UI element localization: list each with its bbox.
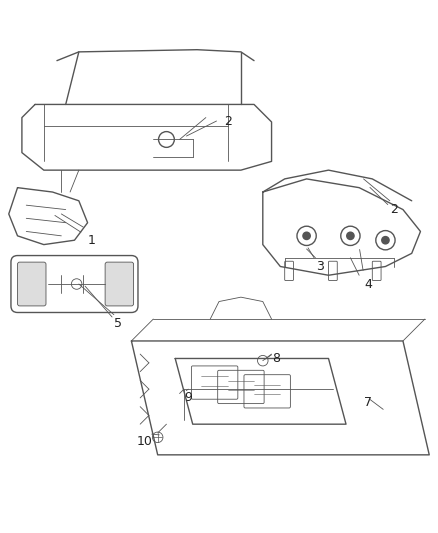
Text: 3: 3 [316, 260, 324, 273]
Text: 10: 10 [137, 435, 152, 448]
Text: 2: 2 [390, 203, 398, 216]
Text: 7: 7 [364, 396, 372, 409]
Circle shape [346, 231, 355, 240]
Text: 2: 2 [224, 116, 232, 128]
Text: 1: 1 [88, 233, 96, 247]
Text: 4: 4 [364, 278, 372, 290]
Text: 8: 8 [272, 352, 280, 365]
FancyBboxPatch shape [105, 262, 134, 306]
Text: 5: 5 [114, 317, 122, 330]
Text: 9: 9 [184, 391, 192, 405]
Circle shape [302, 231, 311, 240]
Circle shape [381, 236, 390, 245]
FancyBboxPatch shape [18, 262, 46, 306]
